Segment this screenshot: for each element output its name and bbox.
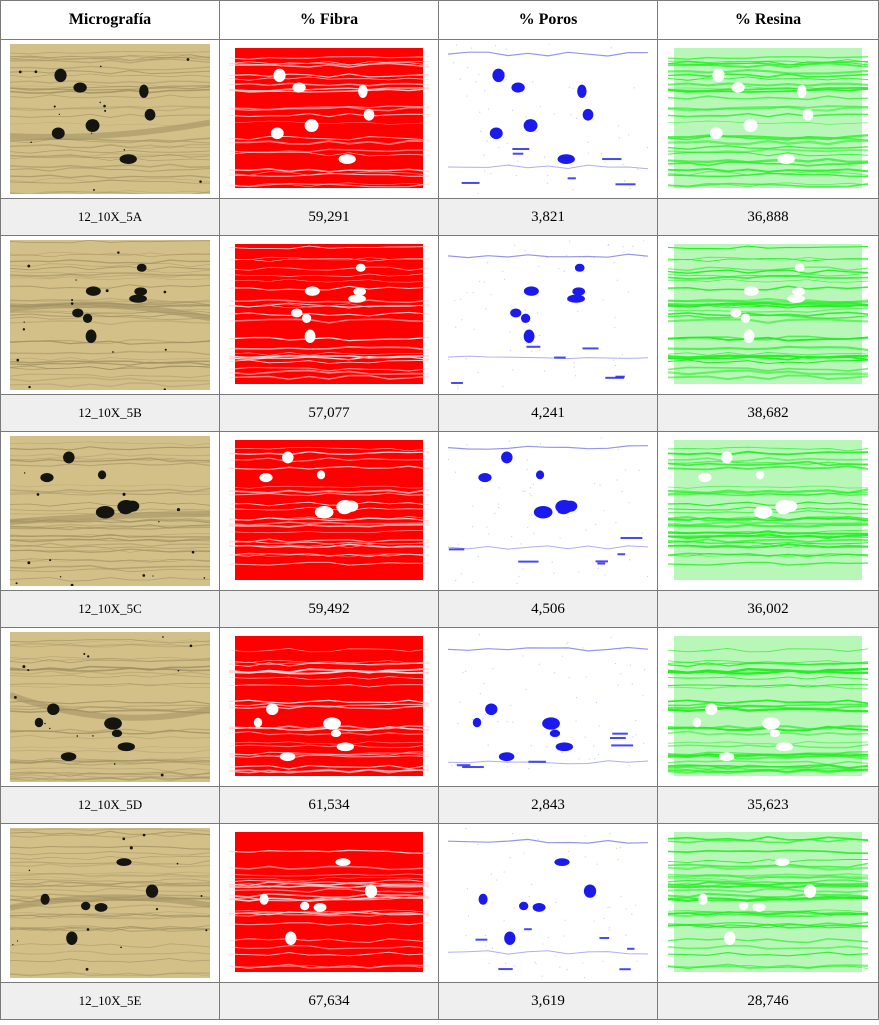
resina-value: 35,623 [657, 786, 879, 824]
micrograph-cell [0, 627, 220, 787]
resin-map-cell [657, 39, 879, 199]
micrograph-image [10, 632, 210, 782]
pore-map-cell [438, 823, 658, 983]
fiber-map-cell [219, 39, 439, 199]
value-row: 12_10X_5B 57,077 4,241 38,682 [0, 394, 879, 432]
fibra-value: 59,291 [219, 198, 439, 236]
value-row: 12_10X_5E 67,634 3,619 28,746 [0, 982, 879, 1020]
image-row [0, 627, 879, 787]
micrograph-cell [0, 823, 220, 983]
micrograph-cell [0, 431, 220, 591]
image-row [0, 39, 879, 199]
fiber-map-image [229, 828, 429, 978]
micrograph-image [10, 44, 210, 194]
sample-name: 12_10X_5B [0, 394, 220, 432]
poros-value: 3,619 [438, 982, 658, 1020]
resin-map-image [668, 828, 868, 978]
pore-map-image [448, 632, 648, 782]
fiber-map-image [229, 240, 429, 390]
micrograph-cell [0, 39, 220, 199]
pore-map-image [448, 44, 648, 194]
fiber-map-image [229, 436, 429, 586]
value-row: 12_10X_5C 59,492 4,506 36,002 [0, 590, 879, 628]
fiber-map-cell [219, 431, 439, 591]
pore-map-cell [438, 627, 658, 787]
resina-value: 38,682 [657, 394, 879, 432]
fiber-map-cell [219, 823, 439, 983]
image-row [0, 823, 879, 983]
fiber-map-image [229, 632, 429, 782]
resina-value: 36,888 [657, 198, 879, 236]
micrograph-image [10, 436, 210, 586]
resin-map-image [668, 436, 868, 586]
fiber-map-cell [219, 627, 439, 787]
header-poros: % Poros [438, 0, 658, 40]
micrograph-image [10, 240, 210, 390]
pore-map-image [448, 436, 648, 586]
pore-map-image [448, 240, 648, 390]
fibra-value: 59,492 [219, 590, 439, 628]
resina-value: 28,746 [657, 982, 879, 1020]
header-resina: % Resina [657, 0, 879, 40]
resin-map-image [668, 632, 868, 782]
poros-value: 4,506 [438, 590, 658, 628]
resin-map-image [668, 44, 868, 194]
header-fibra: % Fibra [219, 0, 439, 40]
sample-name: 12_10X_5E [0, 982, 220, 1020]
image-row [0, 235, 879, 395]
header-row: Micrografía % Fibra % Poros % Resina [0, 0, 879, 40]
sample-name: 12_10X_5D [0, 786, 220, 824]
fiber-map-image [229, 44, 429, 194]
resin-map-cell [657, 823, 879, 983]
poros-value: 4,241 [438, 394, 658, 432]
pore-map-cell [438, 39, 658, 199]
image-row [0, 431, 879, 591]
sample-name: 12_10X_5C [0, 590, 220, 628]
micrograph-cell [0, 235, 220, 395]
resin-map-cell [657, 235, 879, 395]
pore-map-image [448, 828, 648, 978]
pore-map-cell [438, 235, 658, 395]
fibra-value: 67,634 [219, 982, 439, 1020]
value-row: 12_10X_5D 61,534 2,843 35,623 [0, 786, 879, 824]
poros-value: 2,843 [438, 786, 658, 824]
sample-name: 12_10X_5A [0, 198, 220, 236]
poros-value: 3,821 [438, 198, 658, 236]
value-row: 12_10X_5A 59,291 3,821 36,888 [0, 198, 879, 236]
resina-value: 36,002 [657, 590, 879, 628]
resin-map-cell [657, 431, 879, 591]
resin-map-image [668, 240, 868, 390]
pore-map-cell [438, 431, 658, 591]
fibra-value: 61,534 [219, 786, 439, 824]
micrograph-image [10, 828, 210, 978]
fibra-value: 57,077 [219, 394, 439, 432]
resin-map-cell [657, 627, 879, 787]
fiber-map-cell [219, 235, 439, 395]
header-micrografia: Micrografía [0, 0, 220, 40]
